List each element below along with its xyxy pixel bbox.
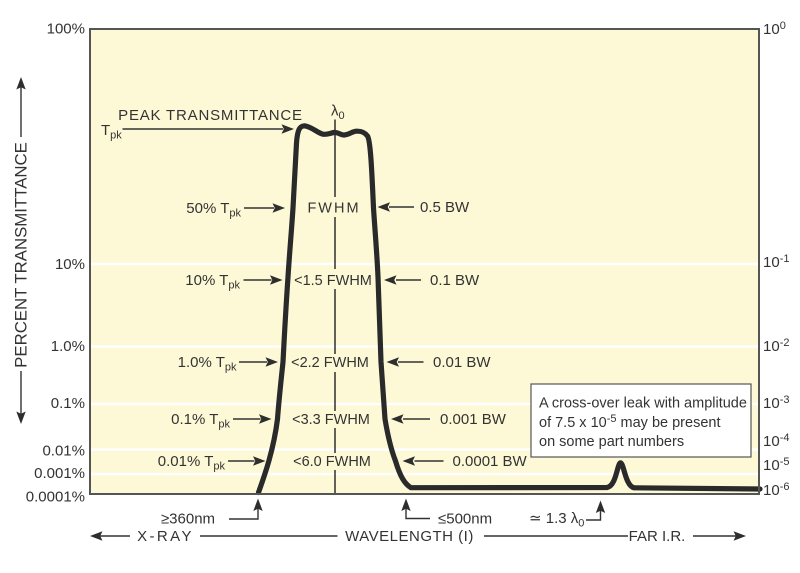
svg-text:10% Tpk: 10% Tpk	[185, 272, 240, 292]
svg-text:0.001%: 0.001%	[34, 465, 85, 482]
svg-text:0.5 BW: 0.5 BW	[420, 199, 470, 216]
svg-text:10-1: 10-1	[763, 253, 789, 271]
svg-text:PEAK TRANSMITTANCE: PEAK TRANSMITTANCE	[118, 107, 303, 124]
svg-text:100: 100	[763, 20, 786, 38]
svg-text:<1.5 FWHM: <1.5 FWHM	[294, 273, 372, 289]
svg-text:10-5: 10-5	[763, 456, 789, 474]
svg-text:50% Tpk: 50% Tpk	[186, 200, 241, 220]
svg-text:1.0%: 1.0%	[51, 338, 85, 355]
svg-text:0.01% Tpk: 0.01% Tpk	[158, 453, 226, 473]
svg-text:0.01%: 0.01%	[42, 443, 85, 460]
svg-text:on some part numbers: on some part numbers	[539, 434, 684, 450]
svg-text:<2.2 FWHM: <2.2 FWHM	[291, 355, 369, 371]
svg-text:A cross-over leak with amplitu: A cross-over leak with amplitude	[539, 396, 747, 412]
svg-text:0.1%: 0.1%	[51, 395, 85, 412]
svg-text:10-2: 10-2	[763, 337, 789, 355]
svg-text:10-6: 10-6	[763, 481, 789, 499]
svg-text:10%: 10%	[55, 256, 85, 273]
svg-text:<6.0 FWHM: <6.0 FWHM	[293, 454, 371, 470]
svg-text:0.0001%: 0.0001%	[26, 489, 85, 506]
svg-text:≃ 1.3 λ0: ≃ 1.3 λ0	[529, 510, 584, 530]
svg-text:PERCENT TRANSMITTANCE: PERCENT TRANSMITTANCE	[12, 142, 31, 368]
svg-text:10-3: 10-3	[763, 394, 789, 412]
svg-text:100%: 100%	[47, 21, 85, 38]
svg-text:0.1% Tpk: 0.1% Tpk	[171, 411, 230, 431]
svg-text:0.001 BW: 0.001 BW	[440, 411, 507, 428]
svg-text:0.1 BW: 0.1 BW	[430, 272, 480, 289]
svg-text:≤500nm: ≤500nm	[438, 511, 492, 528]
svg-text:0.01 BW: 0.01 BW	[433, 354, 491, 371]
svg-text:≥360nm: ≥360nm	[161, 511, 215, 528]
svg-text:FAR I.R.: FAR I.R.	[629, 528, 686, 545]
svg-text:1.0% Tpk: 1.0% Tpk	[178, 354, 237, 374]
svg-text:<3.3 FWHM: <3.3 FWHM	[292, 412, 370, 428]
svg-text:0.0001 BW: 0.0001 BW	[453, 453, 528, 470]
svg-text:of 7.5 x 10-5 may be present: of 7.5 x 10-5 may be present	[539, 413, 720, 431]
svg-text:WAVELENGTH (I): WAVELENGTH (I)	[345, 528, 474, 545]
svg-text:X-RAY: X-RAY	[137, 528, 194, 545]
svg-text:10-4: 10-4	[763, 432, 789, 450]
svg-text:FWHM: FWHM	[307, 201, 360, 217]
